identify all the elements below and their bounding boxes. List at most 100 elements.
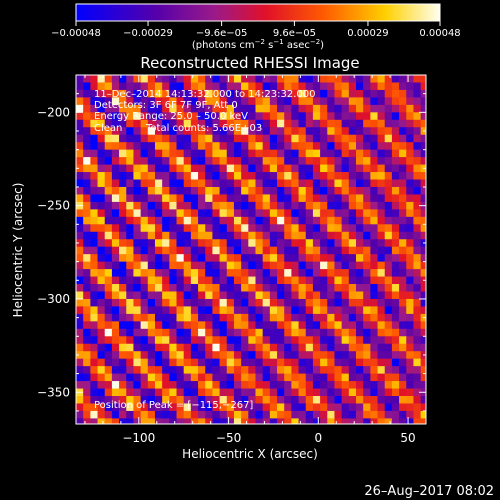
heatmap-cell (90, 403, 99, 412)
heatmap-cell (104, 388, 113, 397)
heatmap-cell (212, 388, 221, 397)
heatmap-cell (154, 336, 163, 345)
heatmap-cell (97, 276, 106, 285)
heatmap-cell (76, 298, 84, 308)
heatmap-cell (334, 261, 343, 270)
heatmap-cell (219, 336, 228, 345)
heatmap-cell (327, 426, 335, 434)
heatmap-cell (370, 328, 379, 337)
heatmap-cell (277, 366, 285, 375)
heatmap-cell (111, 336, 120, 345)
heatmap-cell (248, 284, 257, 293)
heatmap-cell (277, 75, 285, 84)
heatmap-cell (140, 366, 149, 375)
energy-text: Energy Range: 25.0 – 50.0 keV (94, 111, 248, 122)
heatmap-cell (233, 388, 242, 397)
heatmap-cell (420, 119, 426, 128)
heatmap-cell (348, 328, 357, 337)
heatmap-cell (226, 104, 235, 113)
heatmap-cell (183, 403, 192, 412)
heatmap-cell (140, 343, 149, 352)
heatmap-cell (370, 224, 379, 233)
heatmap-cell (119, 127, 127, 136)
heatmap-cell (183, 142, 192, 151)
heatmap-cell (104, 75, 113, 84)
heatmap-cell (126, 112, 135, 121)
heatmap-cell (183, 298, 192, 308)
heatmap-cell (284, 75, 292, 84)
heatmap-cell (406, 291, 415, 300)
heatmap-cell (269, 403, 278, 412)
heatmap-cell (248, 194, 257, 203)
heatmap-cell (356, 89, 364, 98)
heatmap-cell (269, 306, 278, 315)
heatmap-cell (248, 82, 257, 91)
heatmap-cell (76, 97, 84, 106)
heatmap-cell (348, 246, 357, 255)
heatmap-cell (140, 276, 149, 285)
heatmap-cell (363, 321, 371, 330)
heatmap-cell (269, 343, 278, 352)
heatmap-cell (377, 373, 386, 382)
heatmap-cell (320, 276, 328, 285)
heatmap-cell (133, 97, 142, 106)
heatmap-cell (428, 321, 436, 329)
heatmap-cell (327, 172, 336, 181)
heatmap-cell (277, 418, 285, 424)
heatmap-cell (284, 388, 292, 397)
heatmap-cell (428, 135, 436, 143)
heatmap-cell (233, 164, 242, 173)
heatmap-cell (248, 224, 257, 233)
heatmap-cell (119, 216, 127, 225)
heatmap-cell (291, 261, 300, 270)
heatmap-cell (248, 358, 257, 367)
heatmap-cell (384, 164, 393, 173)
heatmap-cell (162, 149, 170, 158)
heatmap-cell (341, 119, 350, 128)
heatmap-cell (320, 142, 328, 151)
heatmap-cell (327, 201, 336, 210)
heatmap-cell (241, 410, 249, 420)
heatmap-cell (183, 351, 192, 360)
heatmap-cell (305, 313, 314, 322)
heatmap-cell (348, 127, 357, 136)
heatmap-cell (233, 418, 242, 424)
heatmap-cell (133, 172, 142, 181)
heatmap-cell (370, 157, 379, 166)
heatmap-cell (312, 179, 321, 188)
heatmap-cell (162, 134, 170, 143)
heatmap-cell (241, 216, 249, 225)
heatmap-cell (406, 373, 415, 382)
heatmap-cell (126, 216, 135, 225)
heatmap-cell (334, 291, 343, 300)
heatmap-cell (255, 313, 264, 322)
heatmap-cell (428, 254, 436, 262)
heatmap-cell (169, 127, 178, 136)
heatmap-cell (255, 328, 264, 337)
heatmap-cell (205, 276, 214, 285)
heatmap-cell (147, 291, 156, 300)
heatmap-cell (384, 216, 393, 225)
heatmap-cell (140, 186, 149, 196)
heatmap-cell (341, 276, 350, 285)
heatmap-cell (377, 164, 386, 173)
heatmap-cell (176, 343, 185, 352)
heatmap-cell (219, 410, 228, 420)
heatmap-cell (233, 75, 242, 84)
heatmap-cell (140, 127, 149, 136)
heatmap-cell (348, 410, 357, 420)
heatmap-cell (147, 381, 156, 390)
heatmap-cell (219, 246, 228, 255)
heatmap-cell (226, 201, 235, 210)
heatmap-cell (277, 157, 285, 166)
heatmap-cell (219, 403, 228, 412)
heatmap-cell (370, 269, 379, 278)
heatmap-cell (370, 403, 379, 412)
heatmap-cell (205, 298, 214, 308)
heatmap-cell (83, 373, 91, 382)
heatmap-cell (90, 216, 99, 225)
heatmap-cell (176, 82, 185, 91)
heatmap-cell (320, 410, 328, 420)
heatmap-cell (154, 119, 163, 128)
heatmap-cell (126, 396, 135, 405)
